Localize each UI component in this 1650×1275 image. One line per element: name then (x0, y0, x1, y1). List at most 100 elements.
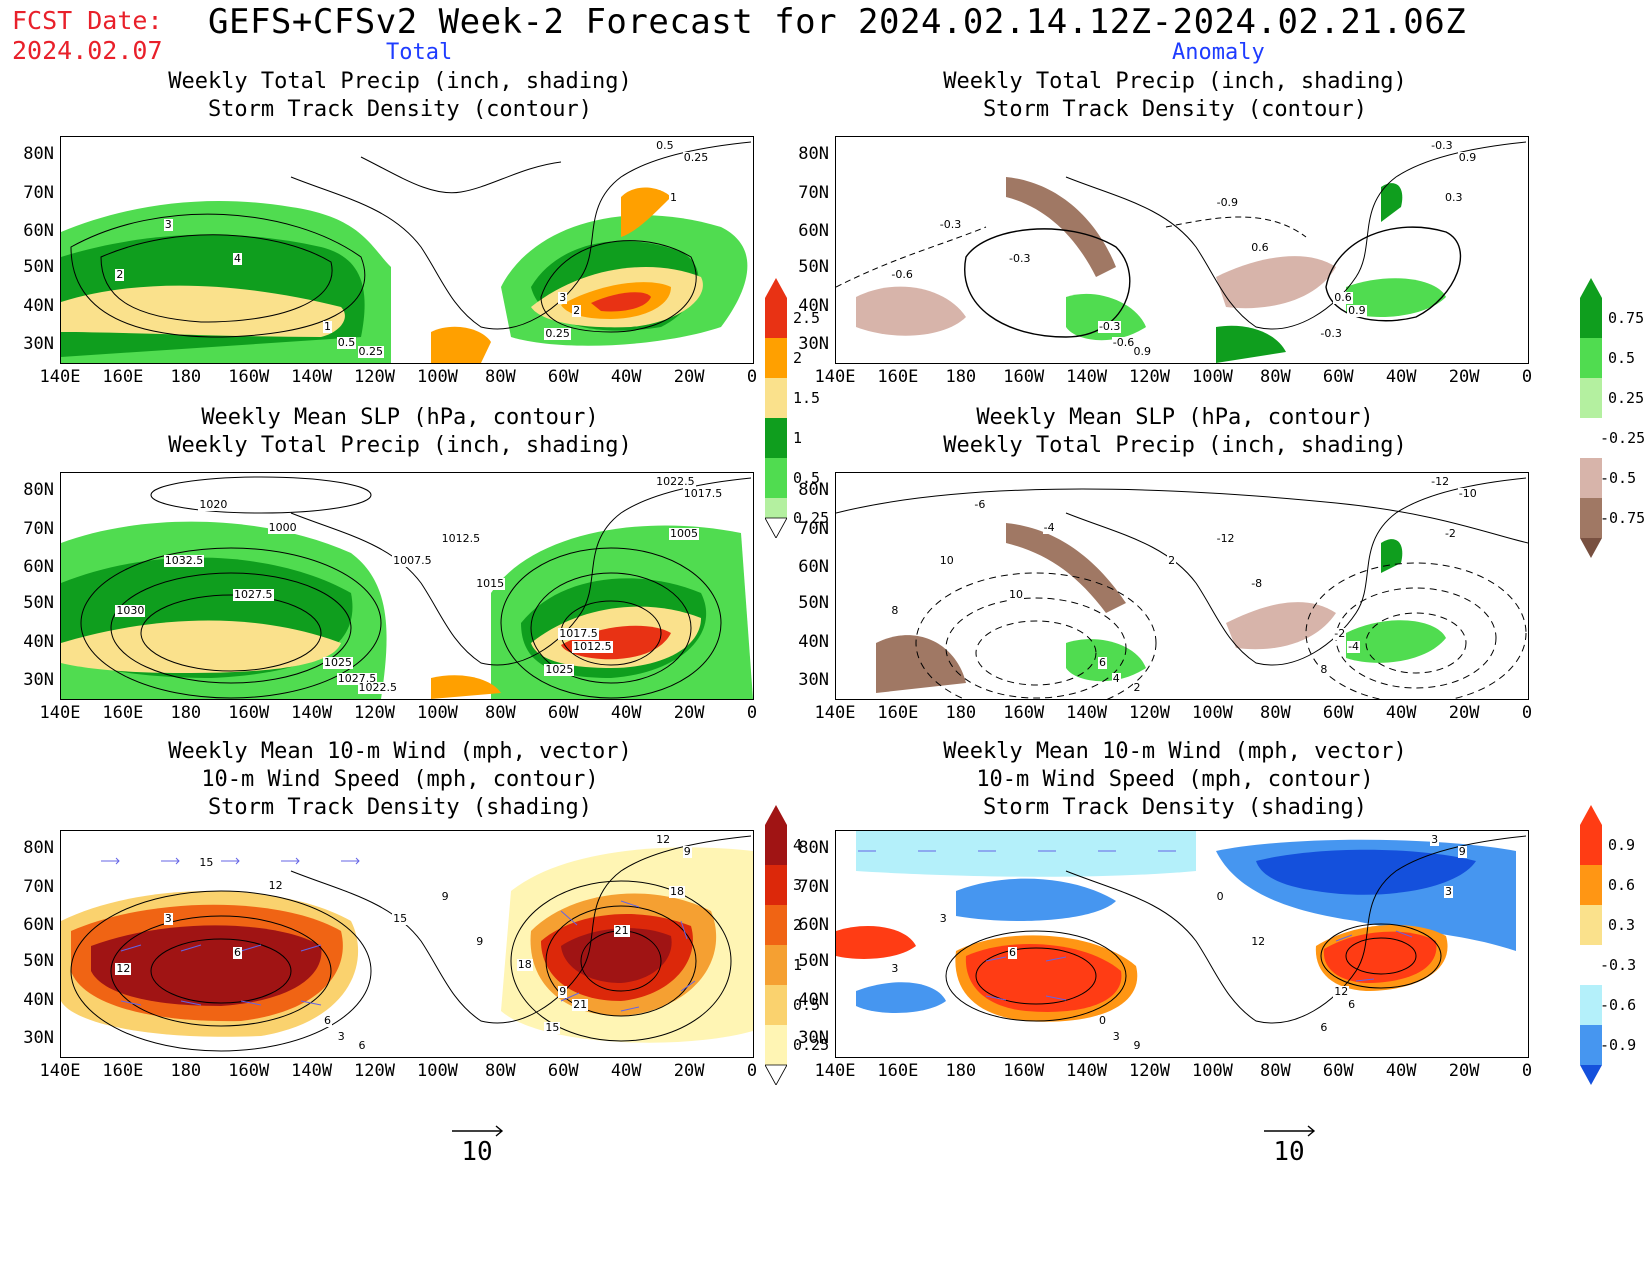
precip-shading (876, 635, 966, 693)
storm-contour (964, 228, 1131, 338)
contour-value-label: -2 (1333, 626, 1347, 640)
wind-speed-contour (110, 915, 332, 1027)
contour-value-label: 1022.5 (655, 475, 696, 489)
contour-value-label: 4 (233, 252, 242, 266)
contour-value-label: 1007.5 (392, 554, 433, 568)
contour-value-label: 9 (475, 935, 485, 948)
contour-value-label: 12 (655, 833, 672, 847)
longitude-tick-label: 20W (673, 1061, 705, 1081)
contour-value-label: 0.6 (1333, 290, 1353, 304)
precip-shading (1216, 256, 1336, 309)
contour-value-label: 1027.5 (336, 671, 378, 685)
contour-value-label: -0.6 (890, 268, 914, 282)
contour-value-label: 9 (1132, 1038, 1142, 1052)
longitude-tick-label: 180 (945, 1061, 977, 1081)
colorbar-label: 2 (793, 916, 803, 934)
contour-value-label: 18 (516, 957, 533, 971)
precip-shading (1006, 177, 1116, 277)
coastline (1065, 477, 1527, 666)
latitude-tick-label: 50N (798, 257, 829, 278)
contour-value-label: 1025 (544, 662, 575, 676)
coastline (290, 141, 752, 330)
map-total-precip-storm (60, 136, 754, 364)
longitude-tick-label: 120W (1129, 1061, 1170, 1081)
colorbar-label: 4 (793, 836, 803, 854)
fcst-date-value: 2024.02.07 (12, 36, 163, 65)
contour-value-label: 6 (233, 946, 242, 960)
map-anom-slp-precip (835, 472, 1529, 700)
latitude-tick-label: 80N (798, 480, 829, 501)
longitude-tick-label: 80W (1260, 1061, 1291, 1081)
contour-value-label: -2 (1443, 527, 1457, 541)
map-canvas (836, 831, 1527, 1024)
contour-value-label: 0.25 (544, 326, 571, 340)
longitude-tick-label: 140W (291, 1061, 333, 1081)
slp-contour-dashed (915, 572, 1157, 699)
map-anom-wind-storm (835, 830, 1529, 1058)
longitude-tick-label: 180 (170, 367, 202, 387)
coastline (1065, 835, 1527, 1024)
contour-value-label: 3 (163, 218, 173, 232)
longitude-tick-label: 160E (877, 367, 919, 387)
colorbar-precip-total (764, 278, 788, 539)
reference-vector-label: 10 (1273, 1137, 1305, 1167)
colorbar-label: 0.25 (793, 1036, 830, 1054)
precip-shading (591, 292, 651, 312)
colorbar-precip-anom (1580, 278, 1602, 558)
panel-title-anom-slp: Weekly Mean SLP (hPa, contour) Weekly To… (825, 404, 1525, 460)
latitude-tick-label: 50N (23, 593, 54, 614)
contour-value-label: 3 (558, 290, 568, 304)
contour-value-label: 2 (1132, 680, 1142, 694)
contour-value-label: 6 (1319, 1020, 1329, 1034)
latitude-tick-label: 40N (798, 989, 829, 1010)
colorbar-label: 2.5 (793, 309, 821, 327)
longitude-tick-label: 0 (746, 703, 758, 723)
colorbar-label: -0.25 (1600, 429, 1646, 447)
contour-value-label: 6 (1097, 656, 1107, 670)
contour-value-label: -8 (1250, 577, 1264, 590)
contour-value-label: -0.3 (1097, 320, 1122, 334)
longitude-tick-label: 40W (610, 367, 642, 387)
colorbar-label: -0.9 (1600, 1036, 1637, 1054)
storm-shading (836, 926, 916, 959)
contour-value-label: 1017.5 (558, 626, 599, 640)
latitude-tick-label: 70N (23, 876, 54, 897)
longitude-tick-label: 140W (291, 367, 333, 387)
longitude-tick-label: 160E (102, 703, 144, 723)
longitude-tick-label: 60W (1322, 367, 1354, 387)
latitude-tick-label: 80N (23, 838, 54, 859)
longitude-tick-label: 100W (416, 703, 458, 723)
colorbar-svg (1580, 805, 1602, 1085)
longitude-tick-label: 120W (354, 1061, 395, 1081)
latitude-tick-label: 60N (23, 220, 54, 241)
longitude-tick-label: 0 (1521, 367, 1533, 387)
slp-contour (530, 572, 692, 684)
contour-value-label: 1022.5 (357, 680, 399, 694)
contour-value-label: -12 (1430, 475, 1451, 489)
longitude-tick-label: 140W (1066, 1061, 1108, 1081)
precip-shading (431, 675, 501, 699)
precip-shading (61, 285, 345, 337)
latitude-tick-label: 40N (23, 631, 54, 652)
wind-speed-contour (975, 947, 1097, 1005)
precip-shading (1346, 620, 1446, 663)
contour-value-label: 0 (1215, 889, 1225, 903)
colorbar-label: 2 (793, 349, 803, 367)
precip-shading (1226, 602, 1336, 650)
storm-shading (1256, 849, 1476, 895)
slp-contour-dashed (1365, 612, 1467, 674)
longitude-tick-label: 0 (746, 367, 758, 387)
longitude-tick-label: 60W (547, 703, 579, 723)
slp-contour (836, 488, 1528, 544)
latitude-tick-label: 50N (23, 951, 54, 972)
contour-value-label: -4 (1347, 640, 1361, 654)
latitude-tick-label: 30N (798, 669, 829, 690)
wind-speed-contour (1345, 937, 1417, 975)
precip-shading (1381, 539, 1403, 573)
longitude-tick-label: 0 (1521, 1061, 1533, 1081)
contour-value-label: 6 (1347, 998, 1357, 1012)
latitude-tick-label: 70N (23, 182, 54, 203)
longitude-tick-label: 0 (1521, 703, 1533, 723)
longitude-tick-label: 180 (170, 703, 202, 723)
contour-value-label: 2 (1167, 554, 1177, 568)
